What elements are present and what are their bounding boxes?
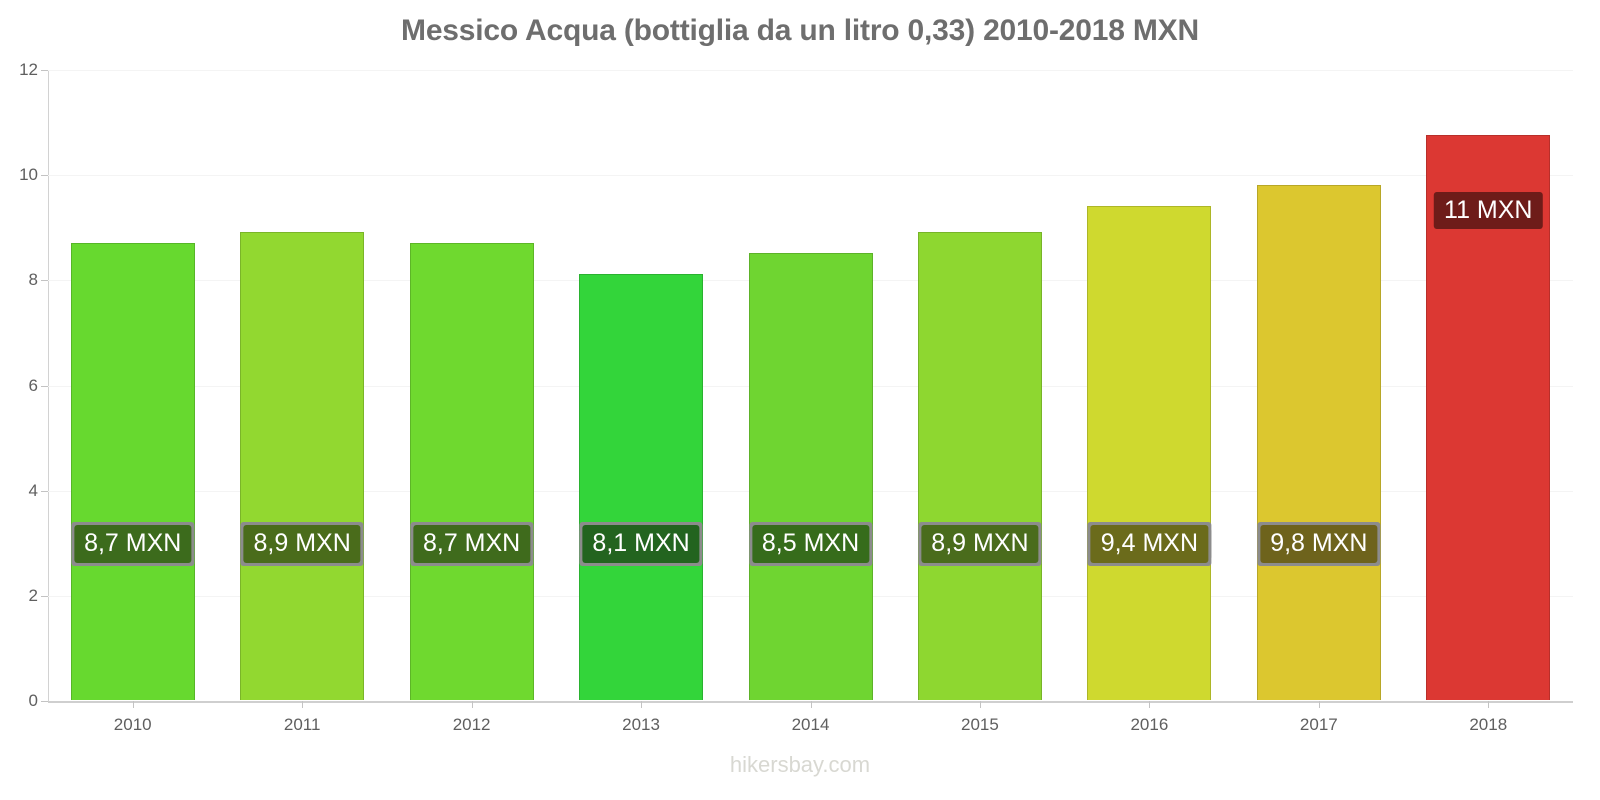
bar-2015[interactable]: 8,9 MXN <box>917 232 1042 700</box>
x-tick-mark <box>471 701 473 708</box>
bar-value-label: 8,5 MXN <box>751 525 870 563</box>
bar-2013[interactable]: 8,1 MXN <box>579 274 704 700</box>
y-axis-tick-label: 12 <box>19 60 38 79</box>
bar-2010[interactable]: 8,7 MXN <box>70 242 195 700</box>
y-tick-mark <box>41 280 48 282</box>
bar-2016[interactable]: 9,4 MXN <box>1087 205 1212 700</box>
bar-value-label: 8,7 MXN <box>74 525 192 563</box>
x-axis-tick-label-2013: 2013 <box>622 715 660 734</box>
bar-2012[interactable]: 8,7 MXN <box>409 242 534 700</box>
x-axis-tick-label-2015: 2015 <box>961 715 999 734</box>
x-axis-tick-label-2018: 2018 <box>1469 715 1508 734</box>
bar-value-label: 11 MXN <box>1434 191 1543 230</box>
y-tick-mark <box>41 490 48 492</box>
y-axis-tick-label: 10 <box>19 165 38 185</box>
x-axis-tick-label-2017: 2017 <box>1299 715 1338 734</box>
bar-value-label: 8,7 MXN <box>412 525 531 563</box>
x-tick-mark <box>302 701 304 708</box>
y-axis-tick-label: 0 <box>28 691 38 710</box>
y-axis-tick-label: 4 <box>28 480 38 500</box>
x-axis-tick-label-2016: 2016 <box>1130 715 1169 734</box>
plot-area: 8,7 MXN 8,9 MXN 8,7 MXN 8,1 MXN 8,5 MXN 8,9 M… <box>41 70 1573 702</box>
x-tick-mark <box>1488 701 1490 708</box>
y-tick-mark <box>41 385 48 387</box>
bar-2014[interactable]: 8,5 MXN <box>748 253 873 700</box>
gridline-12 <box>48 70 1573 71</box>
x-tick-mark <box>1318 701 1320 708</box>
y-tick-mark <box>41 595 48 597</box>
y-axis-tick-label: 2 <box>28 585 38 605</box>
y-tick-mark <box>41 701 48 702</box>
chart-title: Messico Acqua (bottiglia da un litro 0,3… <box>401 14 1199 47</box>
x-tick-mark <box>641 701 643 708</box>
y-axis-tick-label: 6 <box>28 375 38 395</box>
gridline-10 <box>48 175 1573 177</box>
y-tick-mark <box>41 175 48 177</box>
y-tick-mark <box>41 70 48 71</box>
x-axis-tick-label-2012: 2012 <box>452 715 491 734</box>
watermark: hikersbay.com <box>729 752 871 777</box>
x-axis-tick-label-2010: 2010 <box>113 715 152 734</box>
bar-value-label: 9,8 MXN <box>1260 525 1378 563</box>
x-axis-tick-label-2011: 2011 <box>283 715 321 734</box>
bar-value-label: 8,9 MXN <box>921 525 1039 563</box>
bar-value-label: 8,1 MXN <box>582 525 700 563</box>
x-tick-mark <box>810 701 812 708</box>
x-tick-mark <box>132 701 134 708</box>
x-tick-mark <box>979 701 981 708</box>
bar-value-label: 9,4 MXN <box>1090 525 1209 563</box>
bar-value-label: 8,9 MXN <box>243 525 361 563</box>
bar-2018[interactable]: 11 MXN <box>1426 134 1551 700</box>
bar-2017[interactable]: 9,8 MXN <box>1256 184 1381 700</box>
bar-2011[interactable]: 8,9 MXN <box>240 232 365 700</box>
y-axis-tick-label: 8 <box>28 270 38 290</box>
x-tick-mark <box>1149 701 1151 708</box>
x-axis-tick-label-2014: 2014 <box>791 715 830 734</box>
